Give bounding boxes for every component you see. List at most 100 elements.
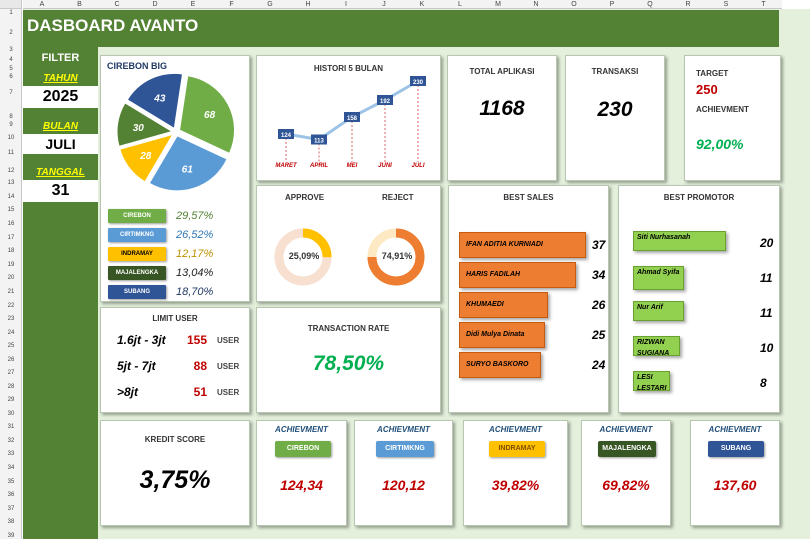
row-header-39[interactable]: 39 bbox=[7, 533, 15, 539]
promotor-value: 11 bbox=[760, 271, 773, 285]
achievement-branch-button[interactable]: MAJALENGKA bbox=[598, 441, 656, 457]
column-header-i[interactable]: I bbox=[327, 0, 365, 9]
row-header-15[interactable]: 15 bbox=[7, 207, 15, 213]
limit-count: 155 bbox=[186, 333, 207, 347]
transaksi-value: 230 bbox=[597, 98, 633, 121]
legend-pct: 18,70% bbox=[176, 286, 214, 298]
pie-slice-label: 43 bbox=[153, 93, 166, 104]
transaction-rate-value: 78,50% bbox=[312, 352, 385, 375]
row-header-30[interactable]: 30 bbox=[7, 411, 15, 417]
column-header-t[interactable]: T bbox=[745, 0, 782, 9]
row-header-21[interactable]: 21 bbox=[7, 289, 15, 295]
best-sales-card: BEST SALES IFAN ADITIA KURNIADI 37 HARIS F… bbox=[448, 185, 609, 413]
promotor-bar: Siti Nurhasanah bbox=[633, 231, 726, 251]
row-header-14[interactable]: 14 bbox=[7, 194, 15, 200]
column-header-p[interactable]: P bbox=[593, 0, 631, 9]
row-header-5[interactable]: 5 bbox=[9, 66, 13, 72]
legend-button-subang[interactable]: SUBANG bbox=[108, 285, 166, 299]
column-header-r[interactable]: R bbox=[669, 0, 707, 9]
row-header-24[interactable]: 24 bbox=[7, 330, 15, 336]
kredit-score-card: KREDIT SCORE 3,75% bbox=[100, 420, 250, 526]
history-title: HISTORI 5 BULAN bbox=[313, 64, 384, 73]
row-header-2[interactable]: 2 bbox=[9, 30, 13, 36]
limit-count: 88 bbox=[193, 359, 207, 373]
sales-value: 26 bbox=[592, 298, 606, 312]
sales-bar: SURYO BASKORO bbox=[459, 352, 541, 378]
column-header-k[interactable]: K bbox=[403, 0, 441, 9]
column-header-o[interactable]: O bbox=[555, 0, 593, 9]
achievement-value: 137,60 bbox=[713, 477, 757, 493]
row-header-12[interactable]: 12 bbox=[7, 168, 15, 174]
row-header-11[interactable]: 11 bbox=[7, 150, 15, 156]
row-header-23[interactable]: 23 bbox=[7, 316, 15, 322]
row-header-4[interactable]: 4 bbox=[9, 57, 13, 63]
row-header-36[interactable]: 36 bbox=[7, 492, 15, 498]
column-header-b[interactable]: B bbox=[61, 0, 98, 9]
achievement-branch-button[interactable]: CIRTIMKNG bbox=[376, 441, 434, 457]
row-header-28[interactable]: 28 bbox=[7, 384, 15, 390]
sales-bar: KHUMAEDI bbox=[459, 292, 548, 318]
row-header-38[interactable]: 38 bbox=[7, 519, 15, 525]
tahun-value[interactable]: 2025 bbox=[23, 86, 98, 108]
row-header-29[interactable]: 29 bbox=[7, 397, 15, 403]
column-header-g[interactable]: G bbox=[251, 0, 289, 9]
row-header-18[interactable]: 18 bbox=[7, 248, 15, 254]
column-header-j[interactable]: J bbox=[365, 0, 403, 9]
pie-slice-label: 68 bbox=[204, 110, 216, 121]
column-header-d[interactable]: D bbox=[136, 0, 174, 9]
achievement-branch-button[interactable]: SUBANG bbox=[708, 441, 764, 457]
achievement-branch-button[interactable]: CIREBON bbox=[275, 441, 331, 457]
bulan-value[interactable]: JULI bbox=[23, 134, 98, 154]
achievement-value: 120,12 bbox=[382, 477, 425, 493]
row-header-37[interactable]: 37 bbox=[7, 506, 15, 512]
row-header-3[interactable]: 3 bbox=[9, 47, 13, 53]
legend-button-indramay[interactable]: INDRAMAY bbox=[108, 247, 166, 261]
column-header-n[interactable]: N bbox=[517, 0, 555, 9]
row-header-20[interactable]: 20 bbox=[7, 275, 15, 281]
row-header-34[interactable]: 34 bbox=[7, 465, 15, 471]
column-header-s[interactable]: S bbox=[707, 0, 745, 9]
column-header-c[interactable]: C bbox=[98, 0, 136, 9]
sales-bar: HARIS FADILAH bbox=[459, 262, 576, 288]
legend-button-cirtimkng[interactable]: CIRTIMKNG bbox=[108, 228, 166, 242]
legend-button-cirebon[interactable]: CIREBON bbox=[108, 209, 166, 223]
legend-button-majalengka[interactable]: MAJALENGKA bbox=[108, 266, 166, 280]
limit-unit: USER bbox=[217, 388, 240, 397]
row-header-1[interactable]: 1 bbox=[9, 10, 13, 16]
total-aplikasi-card: TOTAL APLIKASI 1168 bbox=[447, 55, 557, 181]
row-header-13[interactable]: 13 bbox=[7, 180, 15, 186]
row-header-8[interactable]: 8 bbox=[9, 114, 13, 120]
achievement-branch-button[interactable]: INDRAMAY bbox=[489, 441, 545, 457]
row-header-35[interactable]: 35 bbox=[7, 479, 15, 485]
row-header-17[interactable]: 17 bbox=[7, 235, 15, 241]
row-header-9[interactable]: 9 bbox=[9, 122, 13, 128]
row-header-6[interactable]: 6 bbox=[9, 74, 13, 80]
history-card: HISTORI 5 BULAN 124 MARET 113 APRIL 158 MEI 19… bbox=[256, 55, 441, 181]
row-header-10[interactable]: 10 bbox=[7, 135, 15, 141]
row-header-19[interactable]: 19 bbox=[7, 262, 15, 268]
row-header-25[interactable]: 25 bbox=[7, 343, 15, 349]
row-header-22[interactable]: 22 bbox=[7, 303, 15, 309]
column-header-f[interactable]: F bbox=[212, 0, 251, 9]
column-header-e[interactable]: E bbox=[174, 0, 212, 9]
history-category-label: JULI bbox=[411, 163, 424, 169]
column-header-h[interactable]: H bbox=[289, 0, 327, 9]
column-header-a[interactable]: A bbox=[23, 0, 61, 9]
row-header-16[interactable]: 16 bbox=[7, 221, 15, 227]
select-all-corner[interactable] bbox=[0, 0, 22, 9]
column-header-m[interactable]: M bbox=[479, 0, 517, 9]
row-header-27[interactable]: 27 bbox=[7, 370, 15, 376]
row-header-7[interactable]: 7 bbox=[9, 90, 13, 96]
row-header-32[interactable]: 32 bbox=[7, 438, 15, 444]
column-header-l[interactable]: L bbox=[441, 0, 479, 9]
tanggal-label: TANGGAL bbox=[36, 167, 85, 178]
achievement-label: ACHIEVMENT bbox=[489, 425, 542, 434]
row-header-26[interactable]: 26 bbox=[7, 357, 15, 363]
row-header-31[interactable]: 31 bbox=[7, 424, 15, 430]
best-sales-title: BEST SALES bbox=[503, 193, 554, 202]
row-header-33[interactable]: 33 bbox=[7, 451, 15, 457]
approve-reject-donuts bbox=[274, 228, 425, 286]
tanggal-value[interactable]: 31 bbox=[23, 180, 98, 202]
column-header-q[interactable]: Q bbox=[631, 0, 669, 9]
reject-value: 74,91% bbox=[381, 251, 413, 261]
